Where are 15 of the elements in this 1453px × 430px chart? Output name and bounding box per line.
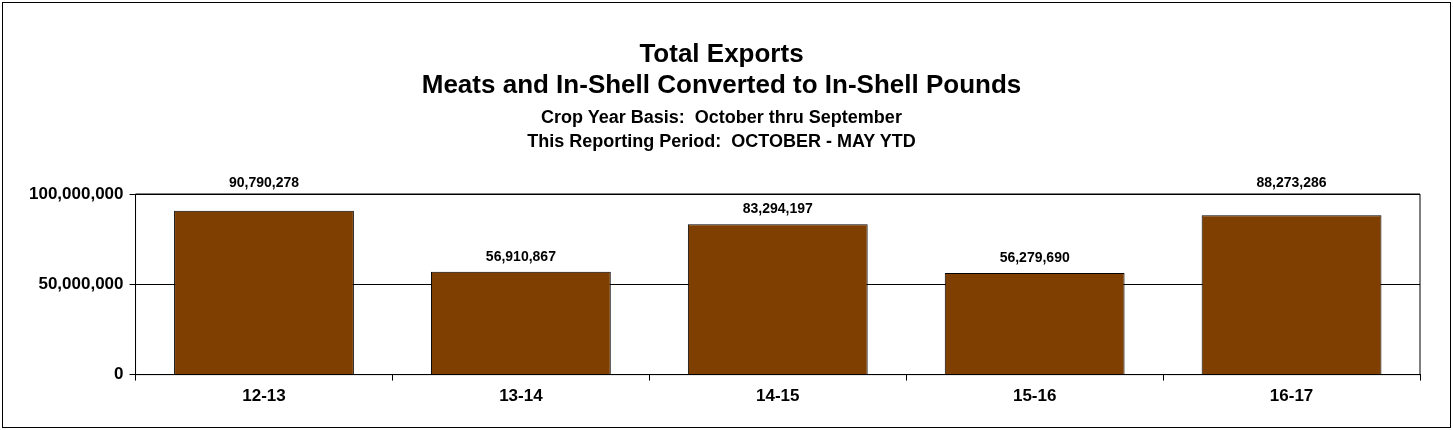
chart-subtitle: Crop Year Basis: October thru September This Reporting Period: OCTOBER - MAY YTD <box>527 106 916 151</box>
data-label: 56,279,690 <box>999 248 1070 265</box>
data-label: 56,910,867 <box>485 247 557 264</box>
data-label: 83,294,197 <box>742 200 814 217</box>
chart-title: Total Exports Meats and In-Shell Converted to In-Shell Pounds <box>421 37 1022 99</box>
data-label: 90,790,278 <box>228 173 300 190</box>
y-tick-label: 50,000,000 <box>38 273 124 293</box>
x-tick-label: 14-15 <box>756 386 800 406</box>
y-tick-label: 0 <box>114 364 124 384</box>
x-tick-label: 15-16 <box>1012 386 1057 406</box>
x-tick-label: 12-13 <box>242 386 286 406</box>
y-tick-label: 100,000,000 <box>28 183 124 203</box>
data-label: 88,273,286 <box>1256 173 1327 190</box>
x-tick-label: 13-14 <box>499 386 544 406</box>
x-tick-label: 16-17 <box>1269 386 1314 406</box>
